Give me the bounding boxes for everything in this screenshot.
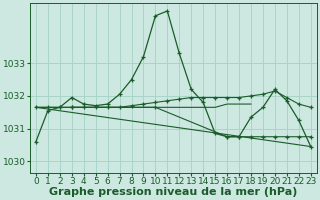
X-axis label: Graphe pression niveau de la mer (hPa): Graphe pression niveau de la mer (hPa) <box>49 187 298 197</box>
